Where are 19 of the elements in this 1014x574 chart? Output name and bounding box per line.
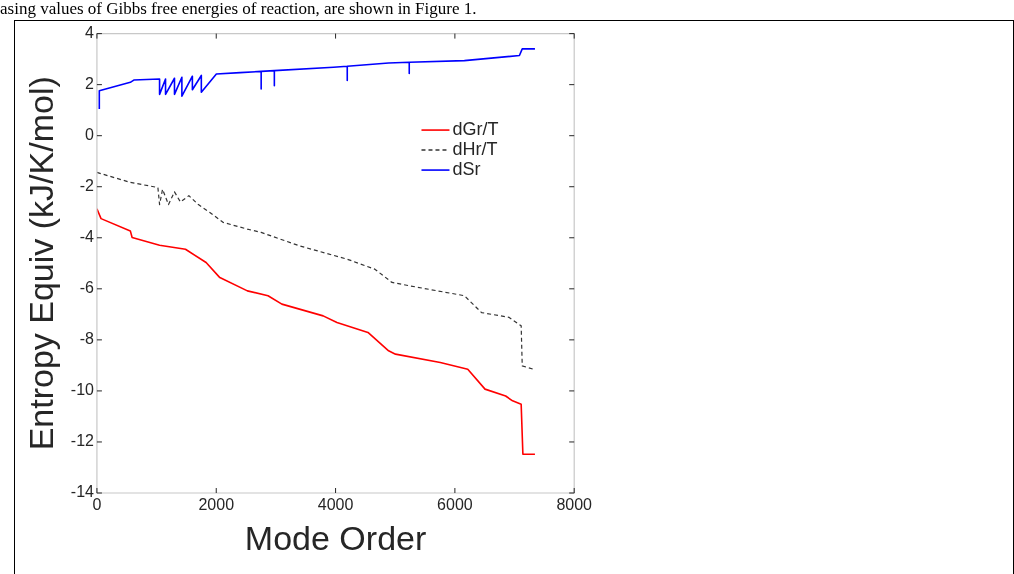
y-tick-label: 0 [85, 126, 95, 144]
text: asing values of Gibbs free energies of reaction, are shown in Figure 1. [0, 0, 477, 18]
x-tick-label: 8000 [556, 496, 593, 514]
y-tick-label: -8 [79, 330, 95, 348]
y-tick-label: -6 [79, 279, 95, 297]
legend-label: dGr/T [452, 119, 499, 140]
y-axis-title: Entropy Equiv (kJ/K/mol) [21, 76, 60, 451]
y-tick-label: 2 [85, 75, 95, 93]
legend-label: dHr/T [452, 139, 498, 160]
y-tick-label: -12 [70, 432, 95, 450]
y-tick-label: -10 [70, 381, 95, 399]
legend-label: dSr [452, 159, 481, 180]
x-tick-label: 6000 [437, 496, 473, 514]
y-tick-label: -2 [79, 177, 95, 195]
x-tick-label: 4000 [317, 496, 354, 514]
y-tick-label: -4 [79, 228, 95, 246]
x-axis-title: Mode Order [244, 518, 427, 557]
x-tick-label: 2000 [198, 496, 235, 514]
y-tick-label: 4 [85, 24, 95, 42]
